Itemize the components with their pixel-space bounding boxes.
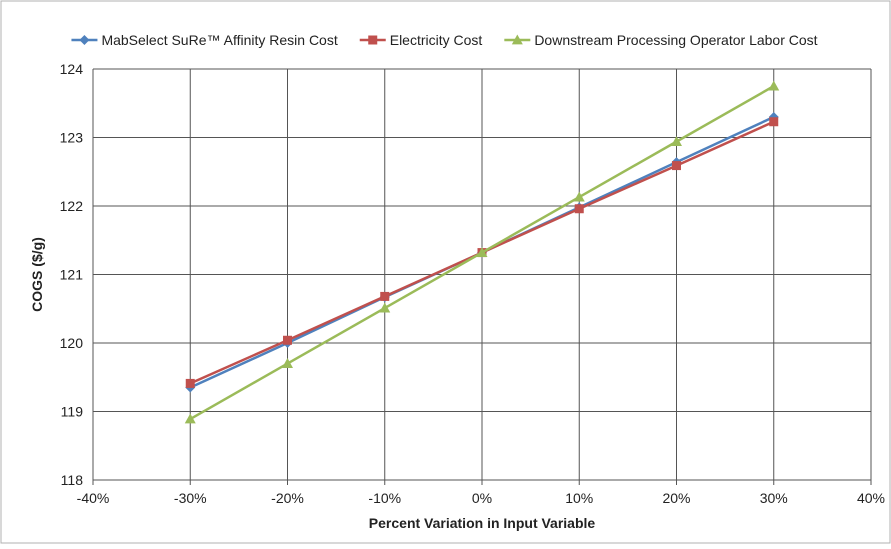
data-point — [283, 335, 292, 345]
data-point — [573, 191, 585, 202]
legend-marker — [511, 34, 523, 45]
legend-label: Downstream Processing Operator Labor Cos… — [534, 32, 817, 48]
series-layer — [184, 80, 780, 424]
legend: MabSelect SuRe™ Affinity Resin Cost Elect… — [71, 32, 818, 48]
y-tick-label: 123 — [60, 130, 84, 146]
x-tick-label: -10% — [368, 490, 401, 506]
y-tick-label: 122 — [60, 198, 84, 214]
data-point — [380, 291, 390, 301]
legend-label: MabSelect SuRe™ Affinity Resin Cost — [101, 32, 337, 48]
data-point — [671, 136, 682, 147]
y-tick-label: 119 — [61, 404, 84, 420]
data-point — [769, 117, 779, 127]
data-point — [476, 247, 488, 257]
x-tick-label: -30% — [174, 490, 207, 506]
x-tick-label: 20% — [662, 490, 690, 506]
x-tick-label: 0% — [472, 490, 492, 506]
x-tick-label: 10% — [565, 490, 593, 506]
legend-marker — [79, 35, 90, 45]
data-point — [185, 378, 195, 388]
legend-item-1: MabSelect SuRe™ Affinity Resin Cost — [71, 32, 338, 48]
legend-item-3: Downstream Processing Operator Labor Cos… — [504, 32, 818, 48]
y-tick-label: 121 — [60, 267, 84, 283]
data-point — [282, 358, 293, 368]
data-point — [184, 413, 196, 424]
data-point — [768, 80, 780, 91]
data-point — [379, 302, 391, 313]
y-axis-title: COGS ($/g) — [29, 237, 45, 312]
x-axis-title: Percent Variation in Input Variable — [369, 515, 596, 531]
y-tick-label: 120 — [60, 335, 84, 351]
x-tick-label: -20% — [271, 490, 304, 506]
y-tick-label: 118 — [61, 472, 84, 488]
legend-marker — [368, 35, 378, 45]
axes: 118 119 120 121 122 123 124 -40% -30% -20% -10% 0% 1… — [60, 61, 885, 506]
y-tick-label: 124 — [60, 61, 84, 77]
data-point — [574, 204, 584, 214]
x-tick-label: 30% — [760, 490, 788, 506]
x-tick-label: -40% — [77, 490, 110, 506]
legend-item-2: Electricity Cost — [359, 32, 483, 48]
data-point — [672, 161, 681, 171]
x-tick-label: 40% — [857, 490, 885, 506]
series-3 — [184, 80, 780, 424]
legend-label: Electricity Cost — [390, 32, 483, 48]
